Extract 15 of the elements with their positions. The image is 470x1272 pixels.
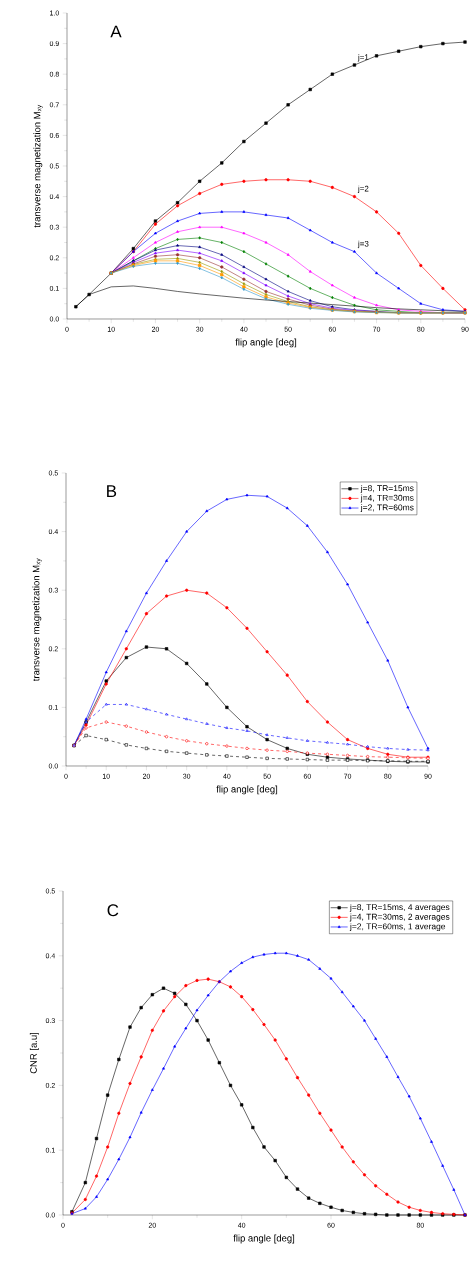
y-axis-title: transverse magnetization M$_{xy}$ <box>32 558 42 682</box>
y-axis-title: CNR [a.u] <box>29 1032 39 1074</box>
legend-label: j=4, TR=30ms <box>360 494 414 503</box>
x-axis-title: flip angle [deg] <box>233 1234 295 1244</box>
legend-label: j=2, TR=60ms, 1 average <box>349 923 446 932</box>
text: C <box>107 904 119 917</box>
x-axis-title: flip angle [deg] <box>235 338 297 348</box>
legend-label: j=4, TR=30ms, 2 averages <box>349 913 450 922</box>
x-axis-title: flip angle [deg] <box>216 785 278 795</box>
legend-label: j=2, TR=60ms <box>360 504 414 513</box>
text: B <box>107 485 117 497</box>
y-axis-title: transverse magnetization M$_{xy}$ <box>33 104 43 228</box>
legend-label: j=8, TR=15ms <box>360 484 414 493</box>
text: A <box>110 25 122 38</box>
legend-label: j=8, TR=15ms, 4 averages <box>349 903 450 912</box>
